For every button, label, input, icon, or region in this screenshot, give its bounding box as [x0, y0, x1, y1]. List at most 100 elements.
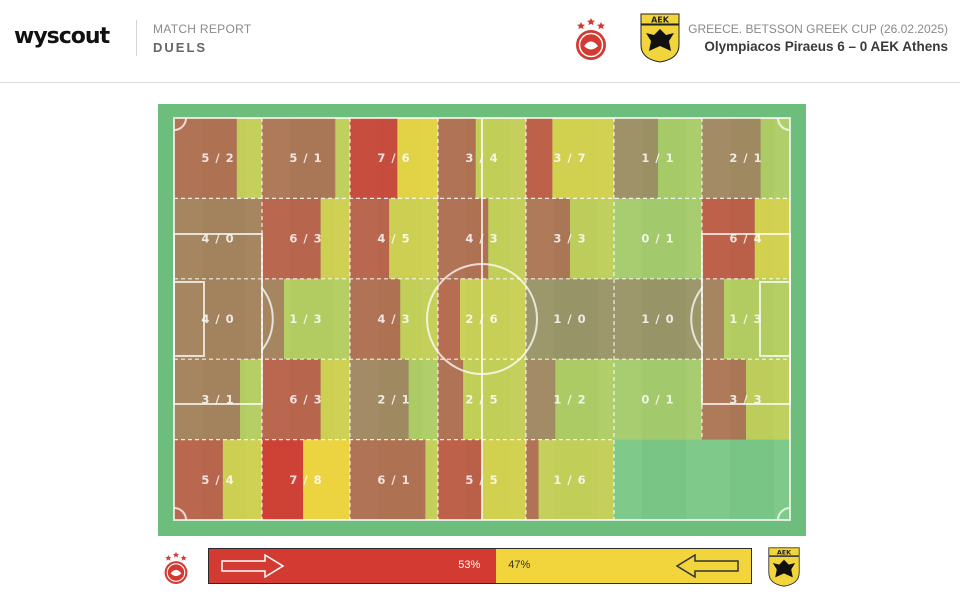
svg-text:ΑΕΚ: ΑΕΚ [651, 16, 670, 25]
report-header: wyscout MATCH REPORT DUELS ΑΕΚ GREECE. B… [0, 0, 960, 83]
cell-home-share [174, 439, 223, 520]
cell-away-share [724, 278, 790, 360]
cell-label: 5 / 2 [201, 151, 234, 165]
cell-home-share [174, 278, 262, 360]
cell-label: 2 / 1 [377, 392, 410, 406]
home-share-bar [209, 549, 497, 583]
cell-home-share [526, 118, 553, 199]
cell-away-share [555, 359, 614, 440]
cell-label: 4 / 3 [465, 232, 498, 246]
cell-away-share [552, 118, 614, 199]
competition-info: GREECE. BETSSON GREEK CUP (26.02.2025) [688, 22, 948, 36]
cell-label: 7 / 8 [289, 473, 322, 487]
cell-label: 0 / 1 [641, 392, 674, 406]
arrow-left-icon [675, 554, 739, 578]
aek-crest-icon: ΑΕΚ [640, 13, 680, 63]
cell-away-share [425, 439, 438, 520]
cell-away-share [460, 278, 526, 360]
cell-label: 1 / 3 [729, 312, 762, 326]
cell-away-share [303, 439, 350, 520]
cell-away-share [222, 439, 262, 520]
cell-label: 2 / 5 [465, 392, 498, 406]
cell-home-share [262, 118, 336, 199]
cell-label: 6 / 3 [289, 232, 322, 246]
cell-home-share [438, 439, 482, 520]
cell-label: 3 / 3 [729, 392, 762, 406]
cell-away-share [236, 118, 262, 199]
cell-away-share [754, 198, 790, 279]
cell-label: 6 / 4 [729, 232, 762, 246]
cell-home-share [262, 198, 321, 279]
cell-away-share [284, 278, 350, 360]
cell-away-share [538, 439, 614, 520]
cell-label: 7 / 6 [377, 151, 410, 165]
cell-label: 4 / 5 [377, 232, 410, 246]
cell-label: 2 / 1 [729, 151, 762, 165]
cell-away-share [335, 118, 350, 199]
cell-home-share [702, 359, 746, 440]
cell-label: 1 / 6 [553, 473, 586, 487]
cell-label: 6 / 1 [377, 473, 410, 487]
cell-away-share [746, 359, 790, 440]
cell-home-share [702, 118, 761, 199]
cell-away-share [240, 359, 262, 440]
cell-label: 4 / 3 [377, 312, 410, 326]
heatmap-labels: 5 / 2 5 / 1 7 / 6 3 / 4 3 / 7 1 / 1 2 / 1 4 / 0… [201, 151, 762, 487]
aek-crest-icon: ΑΕΚ [768, 547, 800, 587]
away-share-bar [496, 549, 751, 583]
cell-label: 3 / 1 [201, 392, 234, 406]
home-share-label: 53% [458, 559, 481, 571]
cell-home-share [262, 359, 321, 440]
cell-home-share [526, 278, 614, 360]
cell-home-share [526, 198, 570, 279]
cell-label: 1 / 2 [553, 392, 586, 406]
cell-label: 1 / 1 [641, 151, 674, 165]
cell-home-share [438, 278, 460, 360]
cell-home-share [262, 439, 304, 520]
arrow-right-icon [221, 554, 285, 578]
match-result: Olympiacos Piraeus 6 – 0 AEK Athens [704, 39, 948, 54]
cell-away-share [482, 439, 526, 520]
cell-away-share [389, 198, 438, 279]
cell-home-share [174, 359, 240, 440]
cell-home-share [438, 198, 489, 279]
cell-label: 3 / 4 [465, 151, 498, 165]
cell-label: 1 / 0 [641, 312, 674, 326]
cell-label: 4 / 0 [201, 232, 234, 246]
cell-label: 3 / 7 [553, 151, 586, 165]
cell-home-share [350, 439, 426, 520]
cell-away-share [614, 198, 702, 279]
cell-home-share [350, 359, 409, 440]
cell-away-share [408, 359, 438, 440]
cell-home-share [526, 439, 539, 520]
cell-away-share [320, 198, 350, 279]
cell-label: 0 / 1 [641, 232, 674, 246]
cell-home-share [438, 359, 464, 440]
olympiacos-crest-icon [576, 18, 606, 60]
cell-label: 5 / 4 [201, 473, 234, 487]
cell-away-share [614, 359, 702, 440]
cell-label: 1 / 0 [553, 312, 586, 326]
cell-label: 5 / 1 [289, 151, 322, 165]
report-title: DUELS [153, 40, 208, 55]
cell-away-share [658, 118, 702, 199]
cell-home-share [350, 198, 390, 279]
heatmap-cells [174, 118, 790, 520]
cell-label: 5 / 5 [465, 473, 498, 487]
cell-away-share [760, 118, 790, 199]
header-divider [136, 20, 137, 56]
cell-away-share [397, 118, 438, 199]
report-label: MATCH REPORT [153, 22, 252, 36]
olympiacos-crest-icon [164, 552, 188, 584]
pitch-markings [173, 117, 791, 521]
cell-home-share [174, 198, 262, 279]
cell-away-share [320, 359, 350, 440]
cell-home-share [614, 118, 658, 199]
cell-home-share [526, 359, 556, 440]
svg-text:ΑΕΚ: ΑΕΚ [777, 549, 792, 557]
wyscout-logo: wyscout [14, 24, 110, 49]
cell-away-share [475, 118, 526, 199]
cell-label: 1 / 3 [289, 312, 322, 326]
cell-home-share [702, 198, 755, 279]
cell-away-share [570, 198, 614, 279]
